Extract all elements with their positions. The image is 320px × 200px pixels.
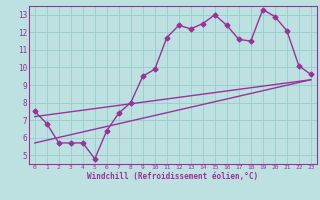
- X-axis label: Windchill (Refroidissement éolien,°C): Windchill (Refroidissement éolien,°C): [87, 172, 258, 181]
